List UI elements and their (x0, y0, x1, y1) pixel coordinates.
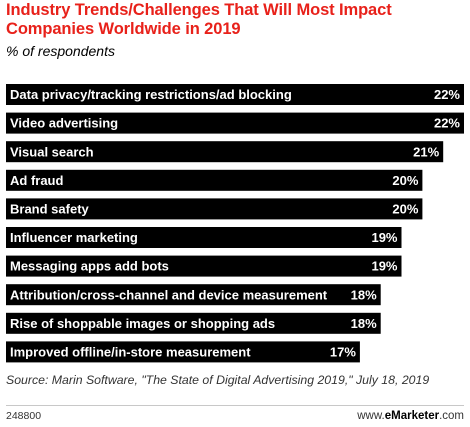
category-label: Messaging apps add bots (10, 259, 169, 274)
category-label: Data privacy/tracking restrictions/ad bl… (10, 87, 292, 102)
bar (6, 141, 444, 163)
category-label: Improved offline/in-store measurement (10, 345, 251, 360)
footer-divider (6, 405, 464, 406)
bar (6, 84, 464, 105)
value-label: 19% (371, 230, 397, 245)
chart-id: 248800 (6, 410, 42, 422)
bar-group: Video advertising 22% (6, 112, 464, 134)
brand-prefix: www. (357, 410, 385, 422)
bar (6, 169, 423, 191)
bar-group: Improved offline/in-store measurement 17% (6, 341, 360, 363)
bar-group: Attribution/cross-channel and device mea… (6, 284, 381, 306)
category-label: Rise of shoppable images or shopping ads (10, 316, 275, 331)
bar-group: Influencer marketing 19% (6, 227, 402, 248)
value-label: 21% (413, 144, 439, 159)
bar-group: Ad fraud 20% (6, 169, 423, 191)
category-label: Brand safety (10, 202, 90, 217)
bar (6, 198, 423, 220)
value-label: 18% (351, 316, 377, 331)
category-label: Influencer marketing (10, 230, 138, 245)
bar (6, 112, 464, 134)
category-label: Visual search (10, 144, 94, 159)
brand-suffix: .com (439, 410, 464, 422)
bar (6, 312, 381, 334)
brand-url: www.eMarketer.com (357, 409, 464, 423)
bar (6, 284, 381, 306)
value-label: 19% (371, 259, 397, 274)
bar (6, 341, 360, 363)
category-label: Attribution/cross-channel and device mea… (10, 287, 328, 302)
bar (6, 227, 402, 248)
bar-group: Rise of shoppable images or shopping ads… (6, 312, 381, 334)
chart-subtitle: % of respondents (6, 43, 115, 59)
brand-name: eMarketer (384, 410, 440, 422)
category-label: Ad fraud (10, 173, 64, 188)
bar-group: Brand safety 20% (6, 198, 423, 220)
value-label: 22% (434, 116, 460, 131)
bar-group: Visual search 21% (6, 141, 444, 163)
bar-group: Messaging apps add bots 19% (6, 255, 402, 277)
value-label: 20% (392, 173, 418, 188)
value-label: 18% (351, 287, 377, 302)
category-label: Video advertising (10, 116, 118, 131)
bar-group: Data privacy/tracking restrictions/ad bl… (6, 84, 464, 105)
chart-title-line-1: Industry Trends/Challenges That Will Mos… (6, 1, 392, 19)
chart-title-line-2: Companies Worldwide in 2019 (6, 20, 241, 38)
value-label: 20% (392, 202, 418, 217)
value-label: 22% (434, 87, 460, 102)
value-label: 17% (330, 345, 356, 360)
chart-title: Industry Trends/Challenges That Will Mos… (6, 1, 464, 39)
source-note: Source: Marin Software, "The State of Di… (6, 373, 430, 387)
bar (6, 255, 402, 277)
